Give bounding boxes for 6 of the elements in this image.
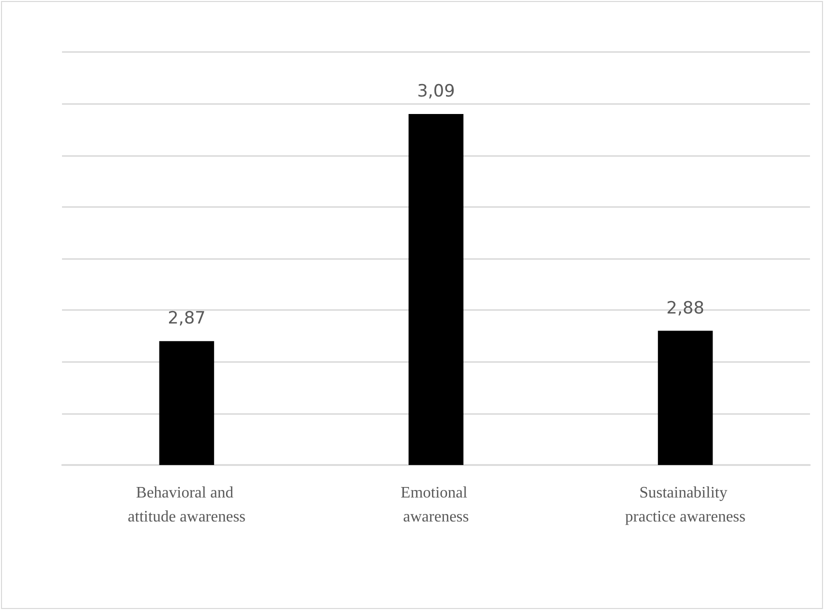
data-label: 2,88 [666, 298, 704, 318]
x-tick-label: Sustainability practice awareness [625, 484, 746, 526]
data-label: 2,87 [168, 308, 206, 329]
x-tick-label: Behavioral and attitude awareness [128, 484, 246, 526]
data-label: 3,09 [417, 81, 455, 102]
x-tick-label: Emotional awareness [400, 484, 472, 526]
